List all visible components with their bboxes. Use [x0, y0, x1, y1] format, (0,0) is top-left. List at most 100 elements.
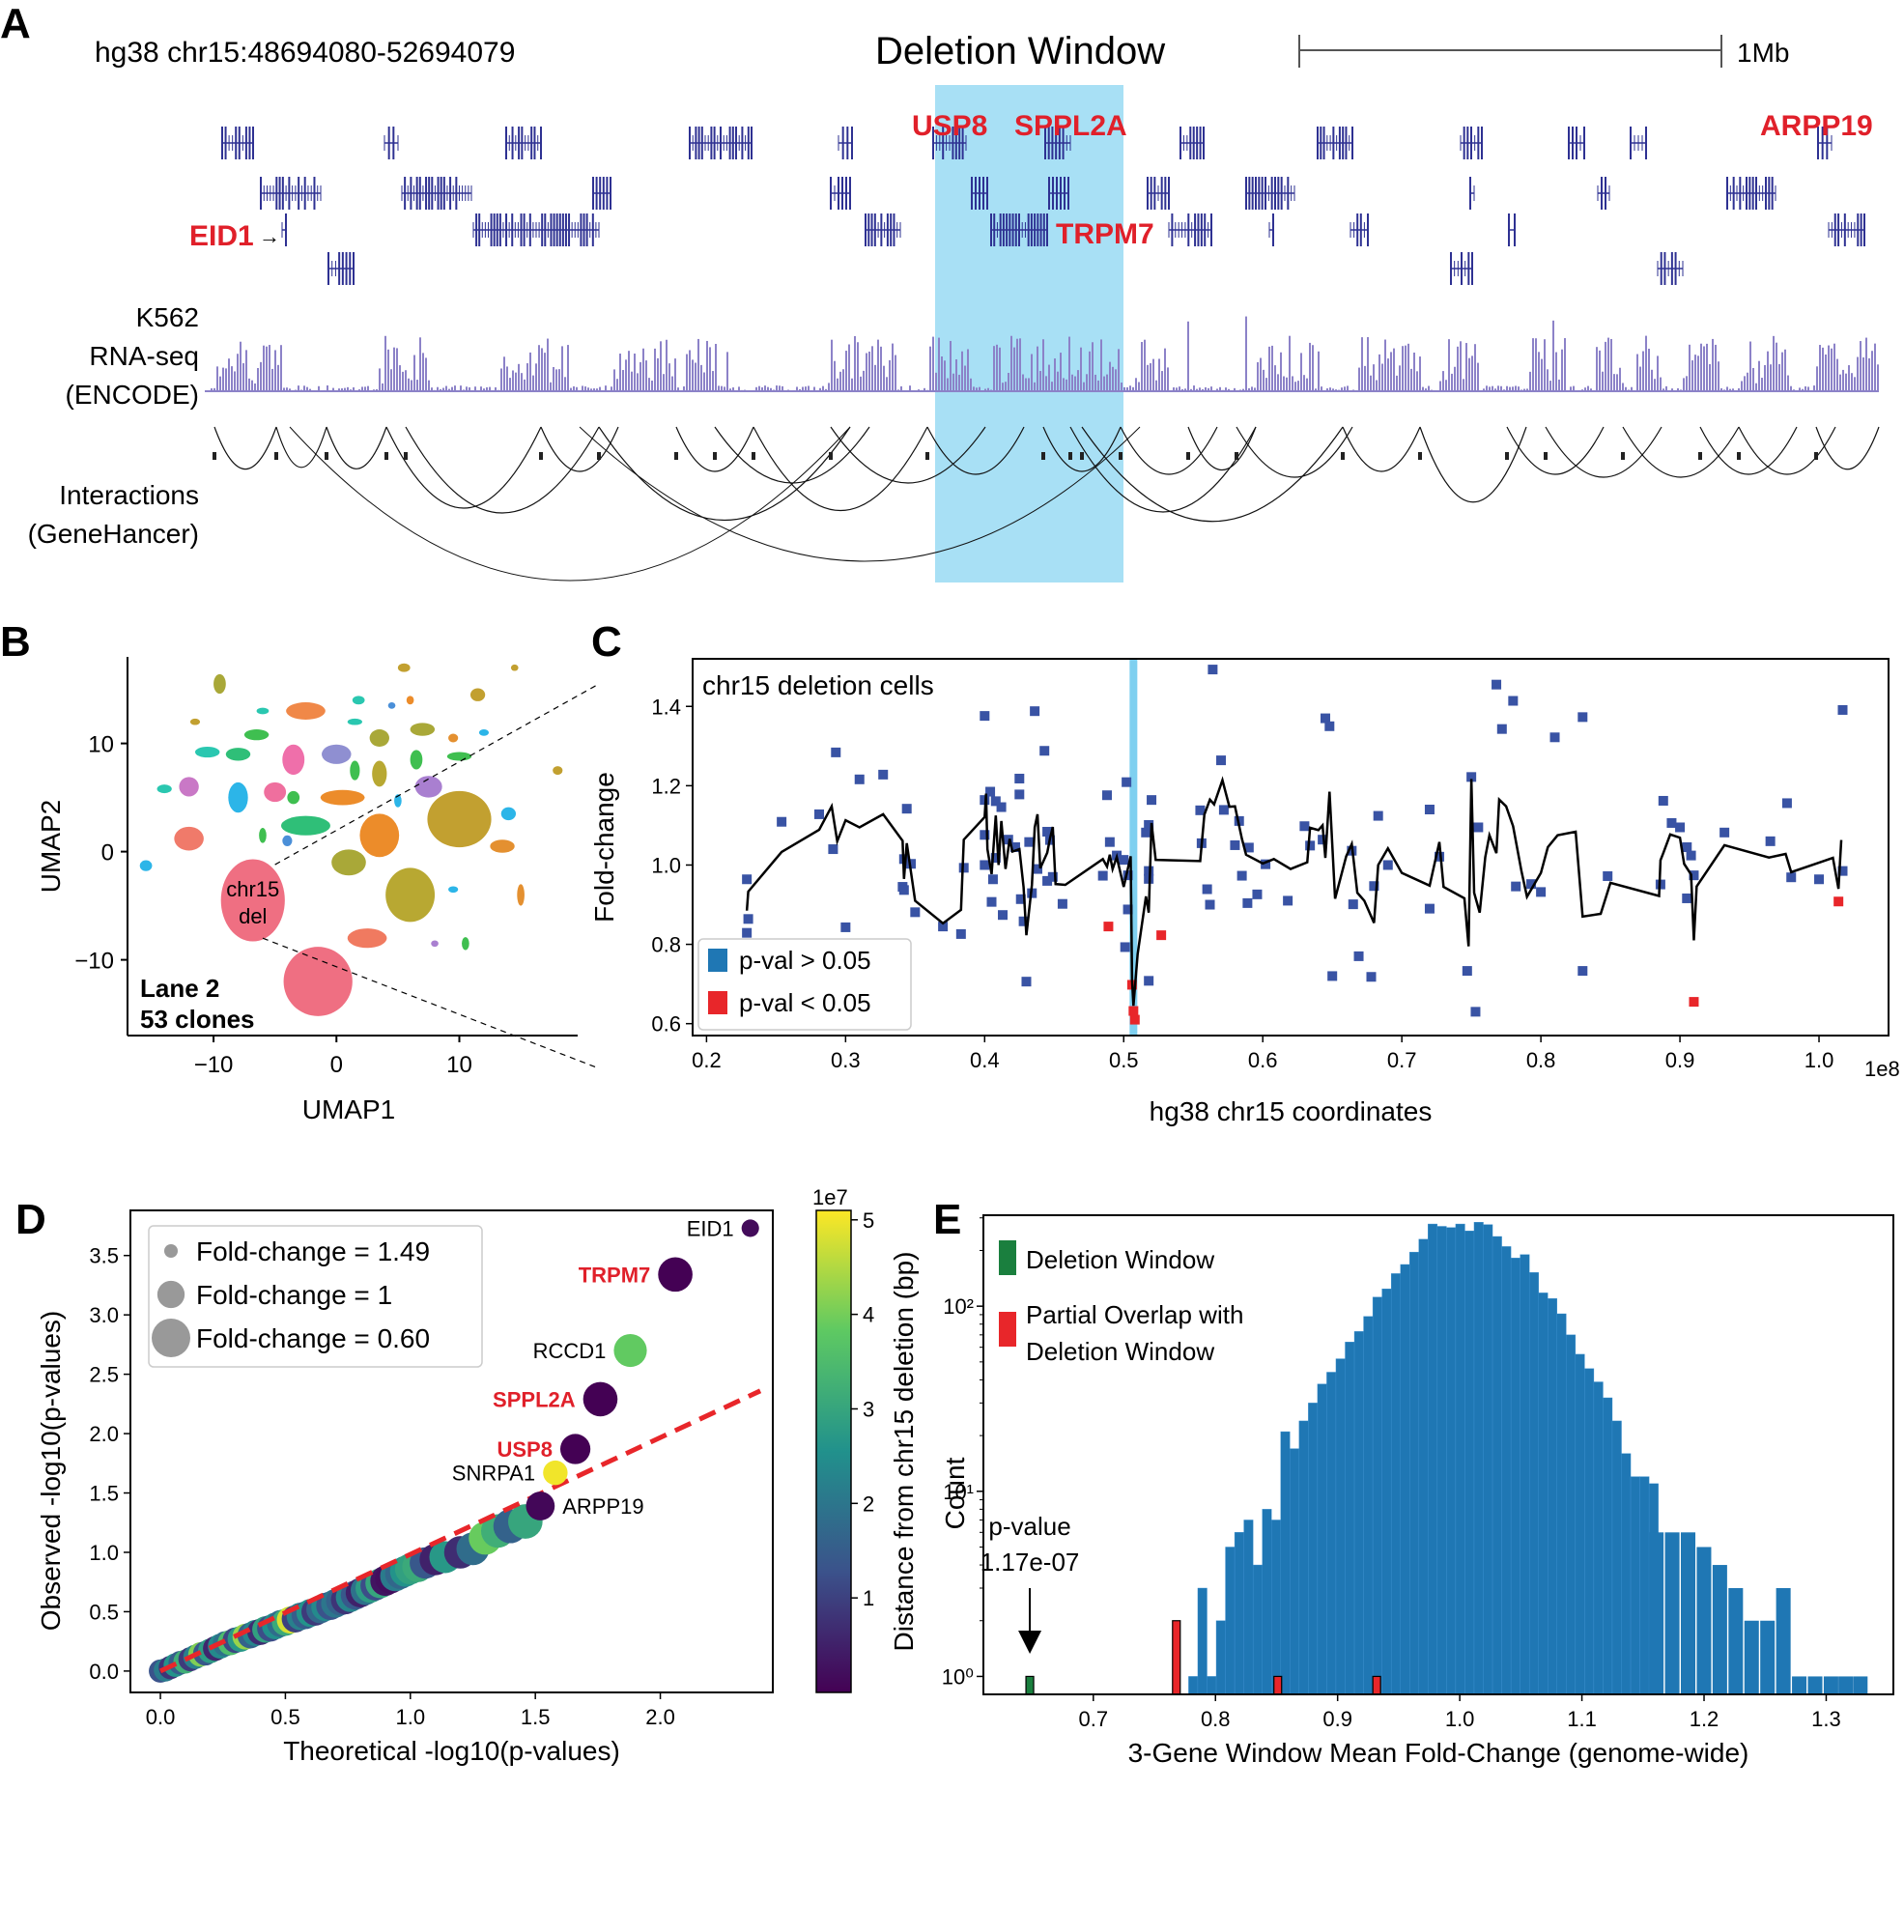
interaction-arc: [213, 426, 277, 469]
rnaseq-bar: [689, 350, 691, 391]
rnaseq-bar: [1170, 390, 1172, 391]
umap-cluster: [469, 688, 486, 701]
rnaseq-bar: [1019, 338, 1021, 391]
rnaseq-bar: [364, 386, 366, 391]
rnaseq-bar: [1622, 383, 1624, 391]
scatter-point-ns: [1382, 860, 1393, 870]
rnaseq-bar: [935, 372, 937, 391]
panel-c-fold-change: 0.2 0.3 0.4 0.5 0.6 0.7 0.8 0.9 1.0 0.6 0.8 1.0 1.2 1…: [589, 658, 1900, 1126]
rnaseq-bar: [428, 380, 430, 391]
rnaseq-bar: [744, 389, 746, 391]
rnaseq-bar: [440, 388, 441, 391]
rnaseq-bar: [1668, 390, 1670, 391]
scatter-point-ns: [1675, 822, 1686, 833]
rnaseq-bar: [868, 351, 870, 391]
umap-cluster: [220, 859, 285, 942]
rnaseq-bar: [770, 387, 772, 391]
rnaseq-bar: [1552, 320, 1554, 391]
rnaseq-bar: [306, 386, 308, 391]
rnaseq-bar: [234, 371, 236, 391]
rnaseq-bar: [582, 385, 583, 391]
panel-label-e: E: [933, 1196, 962, 1243]
clone-count-annotation: 53 clones: [140, 1005, 255, 1034]
rnaseq-bar: [1726, 386, 1728, 391]
rnaseq-bar: [1773, 335, 1775, 391]
rnaseq-bar: [845, 351, 847, 391]
scatter-point-ns: [938, 922, 949, 932]
deletion-window-bar: [1025, 1675, 1035, 1695]
rnaseq-bar: [1689, 344, 1691, 391]
scatter-point-ns: [1042, 826, 1053, 837]
scatter-point-ns: [1814, 874, 1825, 885]
rnaseq-bar: [1662, 388, 1664, 391]
rnaseq-bar: [1216, 388, 1218, 391]
rnaseq-bar: [509, 378, 511, 391]
rnaseq-bar: [277, 364, 279, 391]
rnaseq-bar: [950, 340, 952, 391]
rnaseq-bar: [984, 388, 986, 391]
qq-point-labeled: [613, 1333, 647, 1368]
umap-cluster: [174, 826, 204, 851]
rnaseq-bar: [839, 371, 841, 391]
rnaseq-bar: [1132, 386, 1134, 391]
rnaseq-bar: [1825, 354, 1827, 391]
rnaseq-bar: [1268, 346, 1270, 391]
rnaseq-bar: [628, 351, 630, 391]
rnaseq-bar: [1648, 348, 1650, 391]
rnaseq-bar: [283, 387, 285, 391]
scatter-point-ns: [998, 910, 1009, 921]
rnaseq-bar: [1538, 352, 1540, 391]
rnaseq-bar: [1520, 389, 1522, 391]
rnaseq-bar: [1115, 369, 1117, 391]
rnaseq-bar: [863, 370, 865, 391]
rnaseq-bar: [457, 390, 459, 391]
scatter-point-ns: [878, 769, 889, 780]
rnaseq-bar: [1315, 388, 1317, 391]
rnaseq-bar: [1460, 341, 1462, 391]
rnaseq-bar: [1347, 385, 1349, 391]
legend-swatch: [708, 991, 727, 1014]
rnaseq-bar: [225, 368, 227, 391]
interaction-arc: [714, 426, 870, 484]
rnaseq-bar: [1471, 355, 1473, 391]
scatter-point-ns: [955, 928, 966, 939]
rnaseq-bar: [938, 337, 940, 391]
rnaseq-bar: [593, 388, 595, 391]
rnaseq-bar: [709, 347, 711, 391]
scatter-point-ns: [831, 747, 841, 757]
x-tick-label: 1.0: [1445, 1707, 1475, 1731]
rnaseq-bar: [1845, 373, 1847, 391]
rnaseq-bar: [1060, 353, 1062, 391]
panel-a-genome-browser: hg38 chr15:48694080-52694079 Deletion Wi…: [28, 30, 1880, 582]
rnaseq-bar: [1506, 385, 1508, 391]
rnaseq-bar: [1309, 342, 1311, 391]
scatter-point-ns: [854, 774, 865, 784]
rnaseq-bar: [781, 385, 783, 391]
histogram-bar: [1483, 1224, 1493, 1695]
rnaseq-bar: [1419, 356, 1421, 391]
rnaseq-bar: [802, 386, 804, 391]
rnaseq-bar: [497, 389, 499, 391]
interaction-arc: [385, 426, 542, 509]
rnaseq-bar: [1393, 348, 1395, 391]
scatter-point-ns: [742, 927, 753, 938]
rnaseq-bar: [860, 376, 862, 391]
rnaseq-bar: [558, 369, 560, 391]
rnaseq-bar: [967, 349, 969, 391]
histogram-bar: [1290, 1448, 1300, 1695]
scatter-point-ns: [1686, 850, 1696, 861]
rnaseq-bar: [1578, 389, 1580, 391]
x-tick-label: 0.7: [1079, 1707, 1109, 1731]
interaction-arc: [1699, 426, 1798, 475]
rnaseq-bar: [1121, 383, 1123, 391]
rnaseq-bar: [1805, 385, 1806, 391]
rnaseq-bar: [393, 347, 395, 391]
scatter-point-ns: [1047, 871, 1058, 882]
rnaseq-bar: [813, 386, 815, 391]
rnaseq-bar: [327, 385, 328, 391]
rnaseq-bar: [1590, 388, 1592, 391]
rnaseq-bar: [611, 386, 612, 391]
rnaseq-bar: [1613, 374, 1615, 391]
rnaseq-bar: [1083, 382, 1085, 391]
